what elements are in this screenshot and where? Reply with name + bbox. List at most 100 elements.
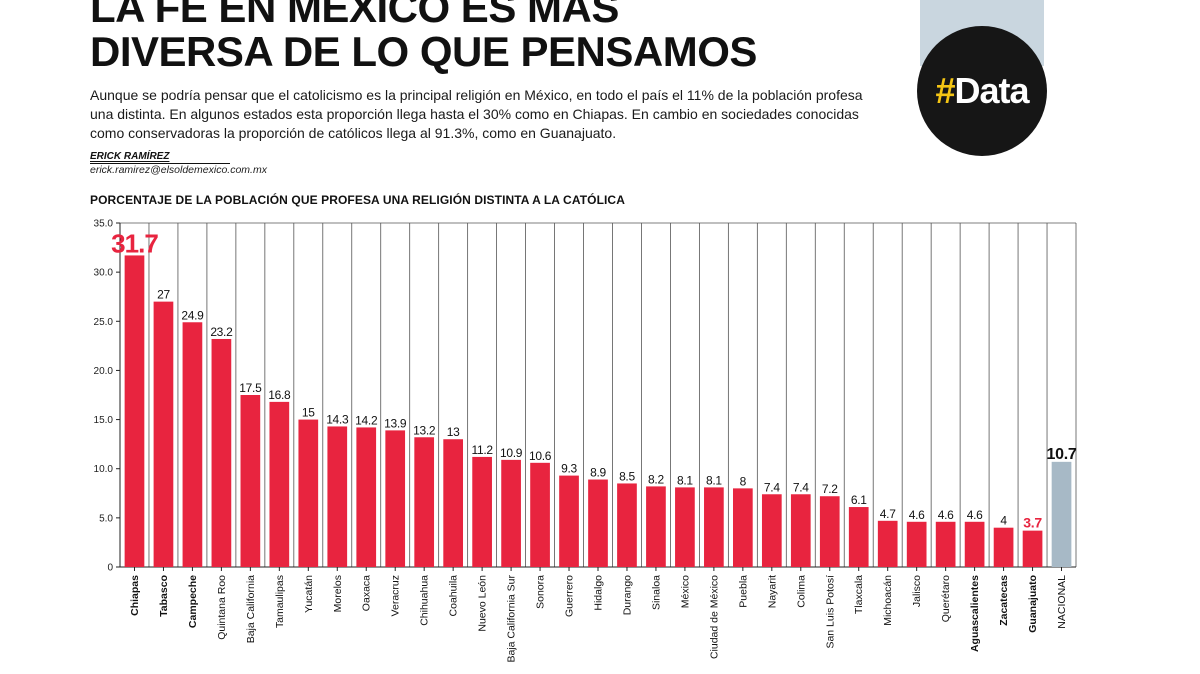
category-label: Hidalgo: [593, 575, 605, 611]
bar: [819, 496, 840, 567]
bar: [588, 479, 608, 567]
bar: [906, 521, 927, 567]
value-label: 24.9: [181, 308, 204, 322]
category-label: Chiapas: [129, 575, 141, 616]
bar: [356, 427, 377, 567]
value-label: 6.1: [851, 493, 867, 507]
value-label: 7.2: [822, 482, 838, 496]
category-label: Coahuila: [448, 575, 460, 617]
category-label: Guanajuato: [1027, 575, 1039, 633]
bar: [617, 483, 637, 567]
y-tick-label: 10.0: [94, 464, 114, 475]
bar: [704, 487, 724, 567]
value-label: 8.9: [590, 466, 606, 480]
category-label: Quintana Roo: [216, 575, 228, 640]
value-label: 8.5: [619, 469, 635, 483]
y-tick-label: 35.0: [94, 219, 114, 230]
category-label: Guerrero: [564, 575, 576, 617]
category-label: Sinaloa: [650, 575, 662, 610]
value-label: 16.8: [268, 388, 291, 402]
category-label: Zacatecas: [998, 575, 1010, 626]
category-label: San Luis Potosí: [824, 575, 836, 649]
value-label: 14.3: [326, 412, 349, 426]
category-label: Tabasco: [158, 575, 170, 617]
category-label: Michoacán: [882, 575, 894, 626]
data-badge-text: #Data: [935, 70, 1030, 112]
category-label: NACIONAL: [1056, 575, 1068, 629]
author-name: ERICK RAMÍREZ: [90, 151, 170, 162]
category-label: Jalisco: [911, 575, 923, 607]
category-label: Aguascalientes: [969, 575, 981, 652]
y-tick-label: 30.0: [94, 268, 114, 279]
bar: [182, 322, 203, 567]
value-label: 7.4: [793, 480, 809, 494]
value-label: 17.5: [239, 381, 262, 395]
category-label: Morelos: [332, 575, 344, 612]
bar: [472, 456, 492, 567]
bar: [501, 459, 521, 567]
data-badge-word: Data: [954, 70, 1030, 111]
category-label: Tamaulipas: [274, 575, 286, 628]
value-label: 13: [447, 425, 460, 439]
value-label: 13.2: [413, 423, 436, 437]
category-label: Baja California Sur: [506, 575, 518, 663]
author-divider: [90, 163, 230, 164]
bar: [646, 486, 666, 567]
intro-paragraph: Aunque se podría pensar que el catolicis…: [90, 87, 863, 141]
value-label: 8.1: [677, 473, 693, 487]
category-label: Ciudad de México: [708, 575, 720, 659]
value-label: 3.7: [1023, 515, 1042, 531]
value-label: 4.6: [909, 508, 925, 522]
category-label: Yucatán: [303, 575, 315, 613]
bar: [327, 426, 348, 567]
headline-line-2: DIVERSA DE LO QUE PENSAMOS: [90, 28, 757, 75]
bar: [935, 521, 956, 567]
bar: [269, 401, 290, 567]
bar: [1022, 530, 1043, 567]
category-label: Tlaxcala: [853, 575, 865, 614]
bar: [732, 488, 753, 567]
data-badge-logo: #Data: [917, 26, 1047, 156]
bar: [153, 301, 174, 567]
category-label: Oaxaca: [361, 575, 373, 611]
value-label: 4.6: [967, 508, 983, 522]
y-tick-label: 15.0: [94, 415, 114, 426]
headline-line-1: LA FE EN MÉXICO ES MÁS: [90, 0, 619, 31]
category-label: México: [679, 575, 691, 608]
value-label: 14.2: [355, 413, 378, 427]
hash-icon: #: [935, 70, 955, 111]
value-label: 4: [1000, 514, 1007, 528]
bar: [298, 419, 319, 567]
category-label: Nuevo León: [477, 575, 489, 632]
bar: [443, 439, 464, 567]
headline: LA FE EN MÉXICO ES MÁS DIVERSA DE LO QUE…: [90, 0, 757, 74]
value-label: 8: [740, 474, 747, 488]
category-label: Veracruz: [390, 575, 402, 616]
value-label: 15: [302, 406, 315, 420]
category-label: Querétaro: [940, 575, 952, 622]
bar: [848, 507, 869, 567]
y-tick-label: 5.0: [99, 513, 113, 524]
value-label: 13.9: [384, 416, 407, 430]
value-label: 31.7: [111, 228, 158, 258]
author-email: erick.ramirez@elsoldemexico.com.mx: [90, 164, 267, 176]
category-label: Sonora: [535, 575, 547, 609]
bar: [964, 521, 985, 567]
bar: [385, 430, 406, 567]
category-label: Colima: [795, 575, 807, 608]
category-label: Puebla: [737, 575, 749, 608]
bar: [1051, 461, 1072, 567]
value-label: 10.7: [1047, 446, 1077, 463]
bar: [530, 462, 550, 567]
category-label: Nayarit: [766, 575, 778, 608]
bar: [675, 487, 695, 567]
bar: [240, 395, 261, 567]
value-label: 4.6: [938, 508, 954, 522]
bar: [790, 494, 811, 567]
value-label: 10.9: [500, 446, 523, 460]
chart-title: PORCENTAJE DE LA POBLACIÓN QUE PROFESA U…: [90, 193, 625, 207]
category-label: Campeche: [187, 575, 199, 628]
category-label: Durango: [621, 575, 633, 615]
value-label: 4.7: [880, 507, 896, 521]
